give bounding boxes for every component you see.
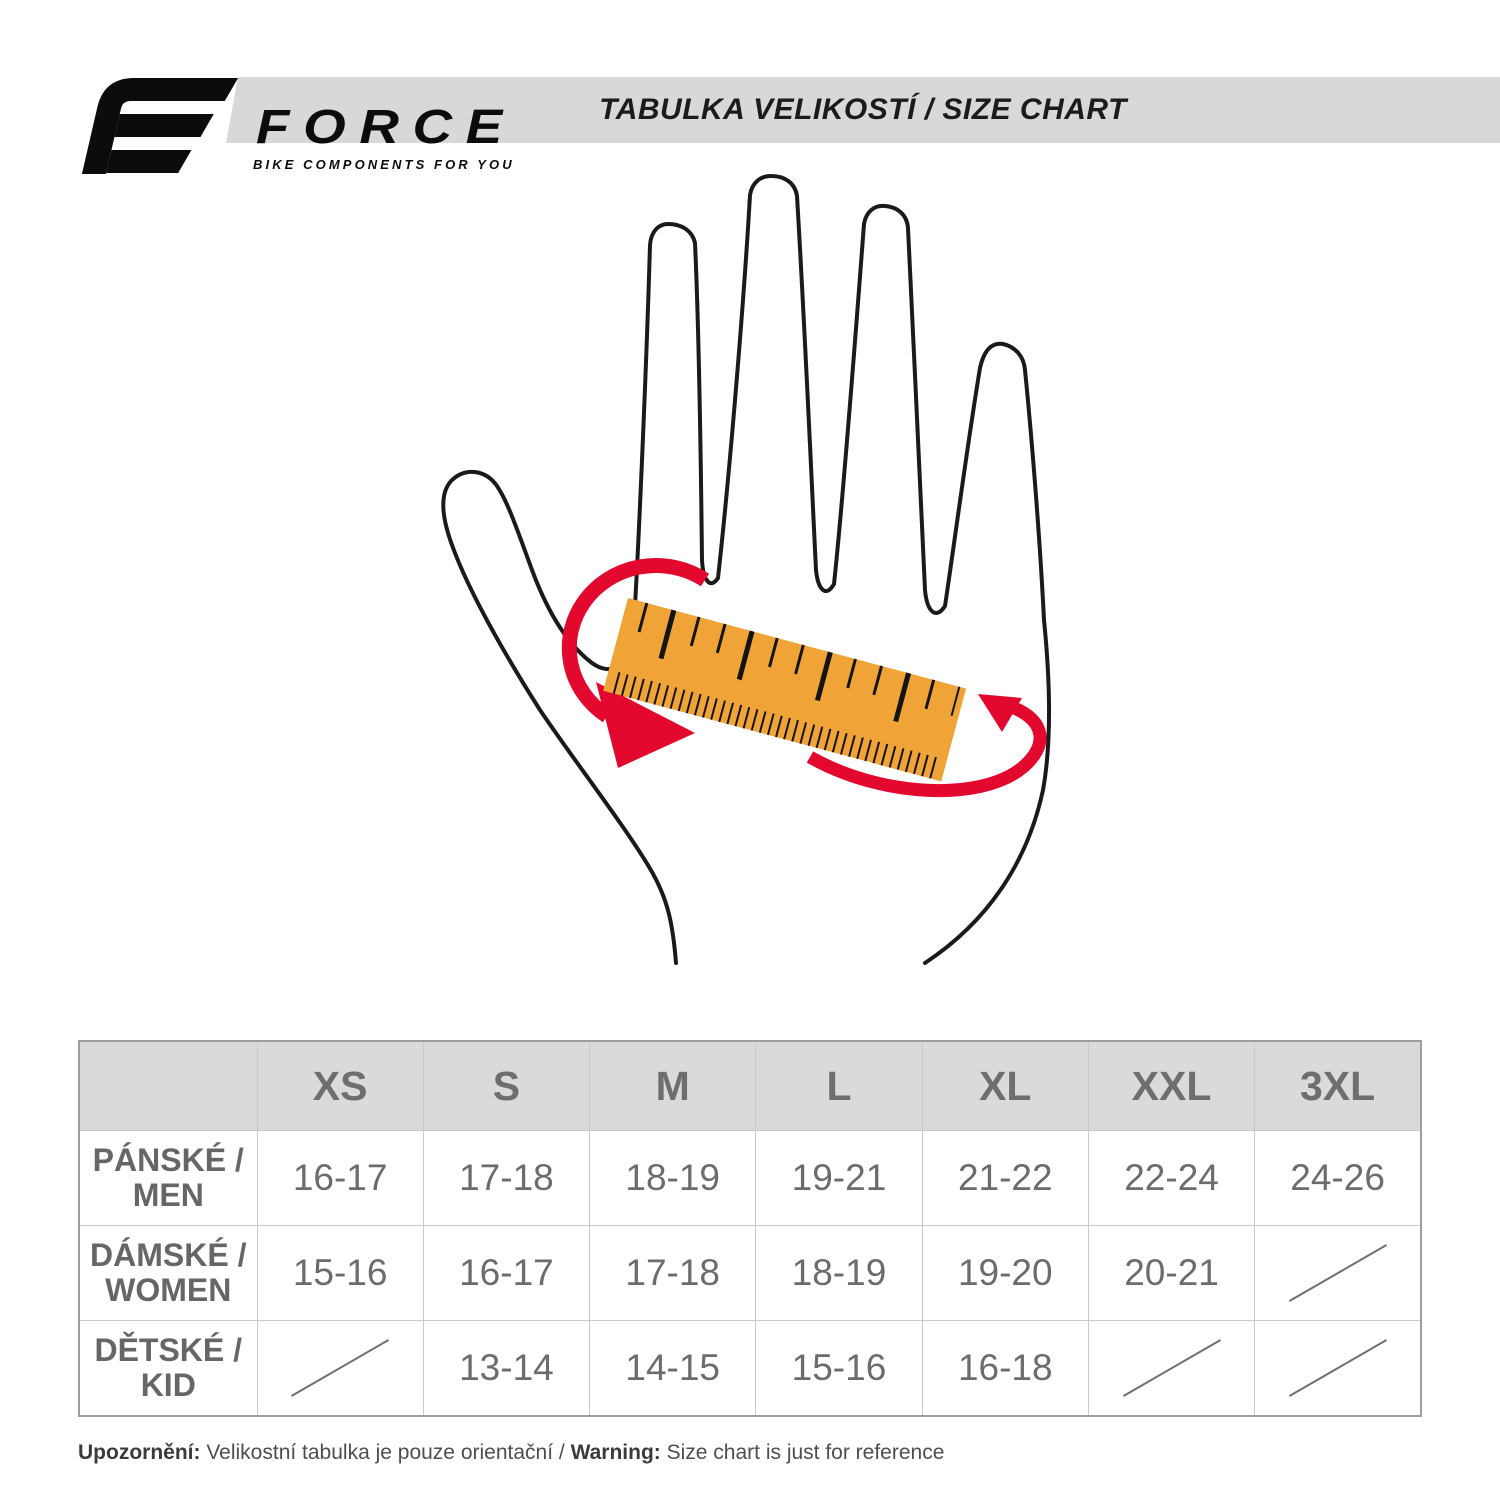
size-cell: 19-20 — [921, 1225, 1089, 1321]
brand-wordmark: FORCE — [256, 101, 516, 154]
logo-bottom-bar — [106, 150, 192, 173]
size-table: XS S M L XL XXL 3XL PÁNSKÉ / MEN 16-17 17… — [78, 1040, 1422, 1417]
not-available-slash — [1122, 1338, 1221, 1397]
tape-fine-ticks — [612, 672, 944, 781]
size-cell: 19-21 — [755, 1130, 923, 1226]
wrap-arrow-right-icon — [806, 694, 1047, 798]
tape-body — [603, 598, 967, 782]
size-cell: 22-24 — [1087, 1130, 1256, 1226]
page-title: TABULKA VELIKOSTÍ / SIZE CHART — [599, 93, 1127, 126]
col-header-s: S — [422, 1040, 591, 1131]
measuring-tape — [603, 598, 967, 782]
size-cell: 17-18 — [422, 1130, 591, 1226]
size-cell-empty — [1087, 1320, 1256, 1416]
size-cell: 18-19 — [589, 1130, 757, 1226]
col-header-l: L — [755, 1040, 923, 1131]
col-header-xl: XL — [921, 1040, 1089, 1131]
col-header-3xl: 3XL — [1254, 1040, 1422, 1131]
row-label-men: PÁNSKÉ / MEN — [78, 1130, 258, 1226]
footnote-cs-text: Velikostní tabulka je pouze orientační / — [200, 1441, 571, 1464]
force-logo-icon — [81, 78, 239, 174]
logo-top-bar — [81, 78, 239, 174]
size-cell-empty — [1254, 1320, 1422, 1416]
size-cell: 24-26 — [1254, 1130, 1422, 1226]
size-cell: 16-18 — [921, 1320, 1089, 1416]
brand-tagline: BIKE COMPONENTS FOR YOU — [253, 157, 515, 172]
size-cell: 13-14 — [422, 1320, 591, 1416]
size-cell-empty — [1254, 1225, 1422, 1321]
row-label-kid: DĚTSKÉ / KID — [78, 1320, 258, 1416]
size-cell: 18-19 — [755, 1225, 923, 1321]
size-cell: 16-17 — [422, 1225, 591, 1321]
size-row-women: DÁMSKÉ / WOMEN 15-16 16-17 17-18 18-19 19… — [78, 1225, 1422, 1321]
footnote-cs-label: Upozornění: — [78, 1441, 201, 1464]
size-cell: 21-22 — [921, 1130, 1089, 1226]
col-header-xs: XS — [256, 1040, 424, 1131]
hand-measurement-illustration — [441, 174, 1052, 965]
title-banner: TABULKA VELIKOSTÍ / SIZE CHART — [226, 77, 1500, 143]
size-cell: 16-17 — [256, 1130, 424, 1226]
footnote: Upozornění: Velikostní tabulka je pouze … — [78, 1441, 944, 1465]
size-row-kid: DĚTSKÉ / KID 13-14 14-15 15-16 16-18 — [78, 1320, 1422, 1416]
size-cell: 17-18 — [589, 1225, 757, 1321]
size-table-header-row: XS S M L XL XXL 3XL — [78, 1040, 1422, 1131]
footnote-en-label: Warning: — [570, 1441, 661, 1464]
col-header-xxl: XXL — [1087, 1040, 1256, 1131]
size-cell: 14-15 — [589, 1320, 757, 1416]
wrap-arrow-left-icon — [561, 558, 710, 768]
footnote-en-text: Size chart is just for reference — [660, 1441, 945, 1464]
not-available-slash — [1288, 1244, 1387, 1302]
size-cell: 15-16 — [256, 1225, 424, 1321]
size-row-men: PÁNSKÉ / MEN 16-17 17-18 18-19 19-21 21-2… — [78, 1130, 1422, 1226]
size-cell: 15-16 — [755, 1320, 923, 1416]
not-available-slash — [291, 1338, 390, 1397]
col-header-m: M — [589, 1040, 757, 1131]
logo-middle-bar — [114, 114, 214, 137]
size-cell-empty — [256, 1320, 424, 1416]
corner-cell — [78, 1040, 258, 1131]
hand-outline — [441, 174, 1052, 965]
not-available-slash — [1288, 1338, 1387, 1397]
row-label-women: DÁMSKÉ / WOMEN — [78, 1225, 258, 1321]
size-cell: 20-21 — [1087, 1225, 1256, 1321]
